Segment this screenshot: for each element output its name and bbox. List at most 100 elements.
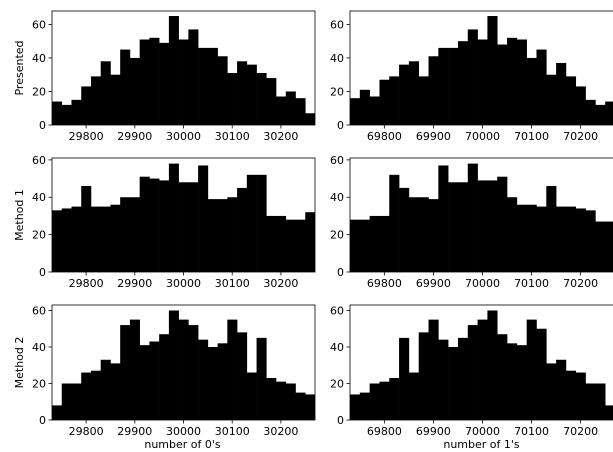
bar	[585, 383, 596, 420]
bar	[448, 346, 459, 420]
bar	[585, 99, 596, 125]
x-tick-label: 30200	[263, 425, 298, 438]
bar	[438, 165, 449, 272]
bar	[178, 182, 189, 272]
y-tick-label: 40	[330, 52, 344, 65]
bar	[305, 394, 315, 420]
bar	[379, 381, 390, 420]
x-tick-label: 70100	[514, 425, 549, 438]
bar	[467, 325, 478, 420]
bar	[536, 206, 547, 272]
bar	[379, 79, 390, 125]
bar	[207, 346, 218, 420]
bar	[526, 319, 537, 420]
bar	[575, 372, 586, 420]
bar	[305, 212, 315, 272]
bar	[575, 86, 586, 125]
bar	[408, 372, 420, 420]
bar	[110, 204, 121, 272]
bar	[516, 345, 527, 420]
bar	[237, 332, 248, 420]
bar	[438, 47, 449, 125]
bar	[81, 186, 92, 272]
x-tick-label: 70000	[465, 425, 500, 438]
bar	[227, 73, 238, 125]
bar	[379, 215, 390, 272]
y-tick-label: 40	[32, 341, 46, 354]
x-tick-label: 69800	[367, 277, 402, 290]
bar	[595, 383, 606, 420]
bar	[246, 174, 257, 272]
y-tick-label: 40	[32, 52, 46, 65]
bar	[178, 319, 189, 420]
bar	[100, 61, 111, 125]
bar	[408, 197, 420, 272]
bar	[428, 56, 439, 125]
x-tick-label: 69900	[416, 277, 451, 290]
bar	[359, 392, 370, 420]
x-tick-label: 69800	[367, 130, 402, 143]
bar	[477, 39, 488, 125]
bar	[129, 57, 140, 125]
y-tick-label: 0	[337, 414, 344, 427]
bar	[497, 44, 508, 125]
x-tick-label: 30000	[166, 277, 201, 290]
y-tick-label: 0	[39, 414, 46, 427]
bar	[149, 178, 160, 272]
y-tick-label: 20	[330, 377, 344, 390]
y-tick-label: 60	[32, 304, 46, 317]
bar	[266, 378, 277, 420]
bar	[457, 182, 469, 272]
bars	[350, 163, 613, 272]
bar	[457, 41, 469, 125]
bar	[227, 197, 238, 272]
x-tick-label: 70200	[563, 277, 598, 290]
bar	[168, 310, 179, 420]
x-tick-label: 29800	[69, 277, 104, 290]
bar	[295, 219, 306, 272]
bar	[256, 337, 267, 420]
bar	[139, 345, 150, 420]
x-tick-label: 30200	[263, 277, 298, 290]
bar	[61, 104, 72, 125]
bar	[217, 199, 228, 272]
bar	[477, 180, 488, 272]
bar	[266, 215, 277, 272]
bar	[100, 359, 111, 420]
bar	[246, 372, 257, 420]
bar	[546, 186, 557, 272]
bar	[556, 206, 567, 272]
bar	[295, 392, 306, 420]
bar	[100, 206, 111, 272]
y-tick-label: 20	[32, 377, 46, 390]
y-tick-label: 0	[39, 266, 46, 279]
bar	[188, 182, 199, 272]
bar	[536, 328, 547, 420]
bar	[556, 62, 567, 125]
bar	[168, 163, 179, 272]
bar	[556, 359, 567, 420]
bars	[52, 310, 315, 420]
bar	[149, 341, 160, 420]
bar	[256, 73, 267, 125]
bar	[198, 339, 209, 420]
bar	[90, 76, 102, 125]
bar	[389, 378, 400, 420]
x-tick-label: 29900	[117, 277, 152, 290]
bar	[276, 215, 287, 272]
y-tick-label: 60	[330, 304, 344, 317]
bar	[256, 174, 267, 272]
x-tick-label: 30200	[263, 130, 298, 143]
x-tick-label: 29800	[69, 130, 104, 143]
bar	[399, 64, 410, 125]
bar	[52, 210, 63, 272]
y-tick-label: 0	[337, 266, 344, 279]
bar	[467, 163, 478, 272]
bar	[285, 91, 296, 125]
bar	[129, 319, 140, 420]
x-axis-label: number of 0's	[144, 438, 221, 451]
bar	[285, 219, 296, 272]
bar	[575, 208, 586, 272]
bar	[159, 334, 170, 420]
x-tick-label: 70200	[563, 425, 598, 438]
